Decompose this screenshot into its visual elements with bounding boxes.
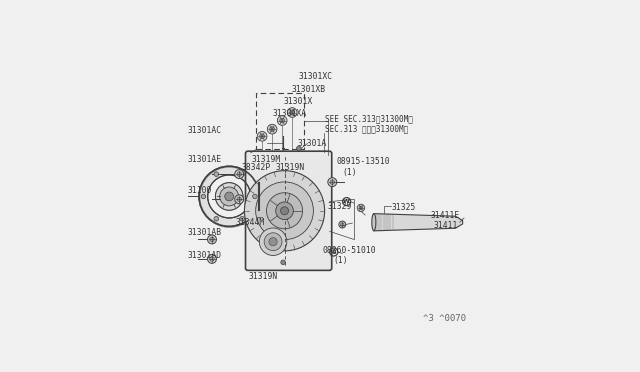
Text: 31301XB: 31301XB [292,85,326,94]
Text: SEC.313 参照（31300M）: SEC.313 参照（31300M） [325,125,408,134]
Text: 31301AC: 31301AC [188,126,222,135]
Circle shape [328,178,337,187]
Circle shape [280,118,285,123]
Circle shape [210,257,214,261]
Circle shape [264,233,282,251]
Text: (1): (1) [333,256,348,265]
Text: 31301AB: 31301AB [188,228,222,237]
Circle shape [287,108,297,118]
Text: SEE SEC.313（31300M）: SEE SEC.313（31300M） [325,115,413,124]
Circle shape [235,195,244,204]
Text: 31301X: 31301X [283,97,312,106]
Circle shape [339,221,346,228]
Circle shape [357,204,365,212]
Circle shape [259,228,287,256]
Text: (1): (1) [342,168,357,177]
Circle shape [257,131,267,141]
Circle shape [276,202,293,219]
Circle shape [225,192,234,201]
Circle shape [209,176,250,217]
Circle shape [237,172,241,176]
Text: 31319N: 31319N [276,163,305,172]
Circle shape [216,183,243,210]
Text: S: S [332,250,336,254]
Circle shape [269,238,277,246]
Circle shape [214,172,219,176]
Text: 31100: 31100 [188,186,212,195]
Circle shape [220,187,239,206]
Circle shape [255,182,314,240]
Circle shape [277,116,287,125]
Ellipse shape [372,214,376,231]
Circle shape [281,260,285,264]
Circle shape [240,172,244,176]
Circle shape [269,127,275,132]
Text: 08360-51010: 08360-51010 [323,246,376,255]
FancyBboxPatch shape [246,151,332,270]
Circle shape [237,197,241,202]
Text: 31301AD: 31301AD [188,251,222,260]
Text: 31301XA: 31301XA [272,109,307,118]
Circle shape [235,170,244,179]
Circle shape [207,235,216,244]
Circle shape [244,171,324,251]
Circle shape [340,223,344,226]
Text: 31319M: 31319M [252,155,280,164]
Circle shape [296,146,301,151]
Circle shape [240,217,244,221]
Circle shape [330,180,335,185]
Circle shape [290,110,294,115]
Circle shape [359,206,363,210]
Text: 31319N: 31319N [248,272,278,280]
Text: 31301A: 31301A [297,139,326,148]
Circle shape [280,207,289,215]
Text: 31329: 31329 [328,202,353,211]
Text: 31301XC: 31301XC [299,72,333,81]
Text: 31411: 31411 [434,221,458,230]
Circle shape [253,194,257,199]
Circle shape [260,134,264,139]
Bar [257,93,303,149]
Text: W: W [343,199,350,204]
Polygon shape [374,214,463,231]
Circle shape [214,217,219,221]
Circle shape [268,124,277,134]
Text: 08915-13510: 08915-13510 [336,157,390,166]
Text: 38342P: 38342P [241,163,271,172]
Text: 31411E: 31411E [431,211,460,219]
Text: 31301AE: 31301AE [188,155,222,164]
Text: 31344M: 31344M [236,218,265,227]
Circle shape [207,254,216,263]
Circle shape [201,194,205,199]
Text: ^3 ^0070: ^3 ^0070 [422,314,465,323]
Circle shape [210,237,214,242]
Text: 31325: 31325 [391,203,415,212]
Circle shape [199,166,259,227]
Circle shape [266,193,303,229]
